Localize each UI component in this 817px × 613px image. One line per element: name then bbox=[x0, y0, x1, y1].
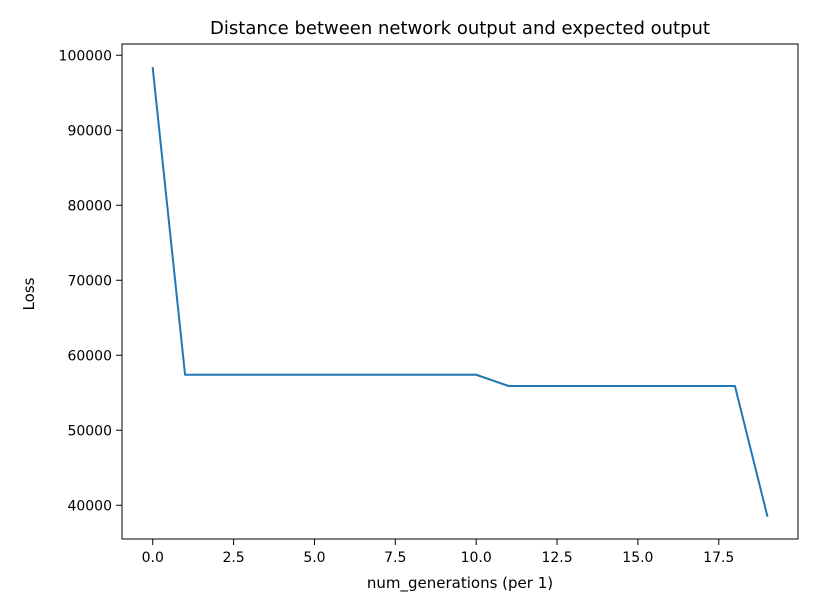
x-axis-ticks: 0.0 2.5 5.0 7.5 10.0 12.5 15.0 17.5 bbox=[142, 539, 734, 566]
y-axis-label: Loss bbox=[20, 277, 38, 310]
data-point bbox=[766, 515, 768, 517]
x-tick-label: 7.5 bbox=[384, 550, 406, 566]
y-tick-label: 90000 bbox=[67, 123, 112, 139]
data-point bbox=[184, 374, 186, 376]
y-tick-label: 100000 bbox=[59, 48, 112, 64]
x-axis-label: num_generations (per 1) bbox=[367, 574, 553, 593]
data-point bbox=[637, 385, 639, 387]
data-point bbox=[152, 67, 154, 69]
x-tick-label: 17.5 bbox=[703, 550, 734, 566]
data-point bbox=[411, 374, 413, 376]
data-point bbox=[346, 374, 348, 376]
data-point bbox=[605, 385, 607, 387]
x-tick-label: 5.0 bbox=[303, 550, 325, 566]
data-point bbox=[540, 385, 542, 387]
y-axis-ticks: 40000 50000 60000 70000 80000 90000 100000 bbox=[59, 48, 122, 514]
y-tick-label: 50000 bbox=[67, 423, 112, 439]
y-tick-label: 40000 bbox=[67, 498, 112, 514]
y-tick-label: 70000 bbox=[67, 273, 112, 289]
plot-area bbox=[121, 43, 799, 540]
data-point bbox=[508, 385, 510, 387]
data-point bbox=[249, 374, 251, 376]
x-tick-label: 0.0 bbox=[142, 550, 164, 566]
data-point bbox=[443, 374, 445, 376]
data-point bbox=[734, 385, 736, 387]
chart-title: Distance between network output and expe… bbox=[210, 18, 710, 39]
data-point bbox=[378, 374, 380, 376]
data-point bbox=[281, 374, 283, 376]
x-tick-label: 10.0 bbox=[461, 550, 492, 566]
data-point bbox=[314, 374, 316, 376]
data-point bbox=[475, 374, 477, 376]
y-tick-label: 60000 bbox=[67, 348, 112, 364]
y-tick-label: 80000 bbox=[67, 198, 112, 214]
series-line-0 bbox=[151, 66, 769, 517]
plot-frame bbox=[121, 43, 799, 540]
data-point bbox=[702, 385, 704, 387]
data-point bbox=[217, 374, 219, 376]
x-tick-label: 15.0 bbox=[622, 550, 653, 566]
x-tick-label: 2.5 bbox=[222, 550, 244, 566]
x-tick-label: 12.5 bbox=[541, 550, 572, 566]
data-point bbox=[572, 385, 574, 387]
data-point bbox=[669, 385, 671, 387]
